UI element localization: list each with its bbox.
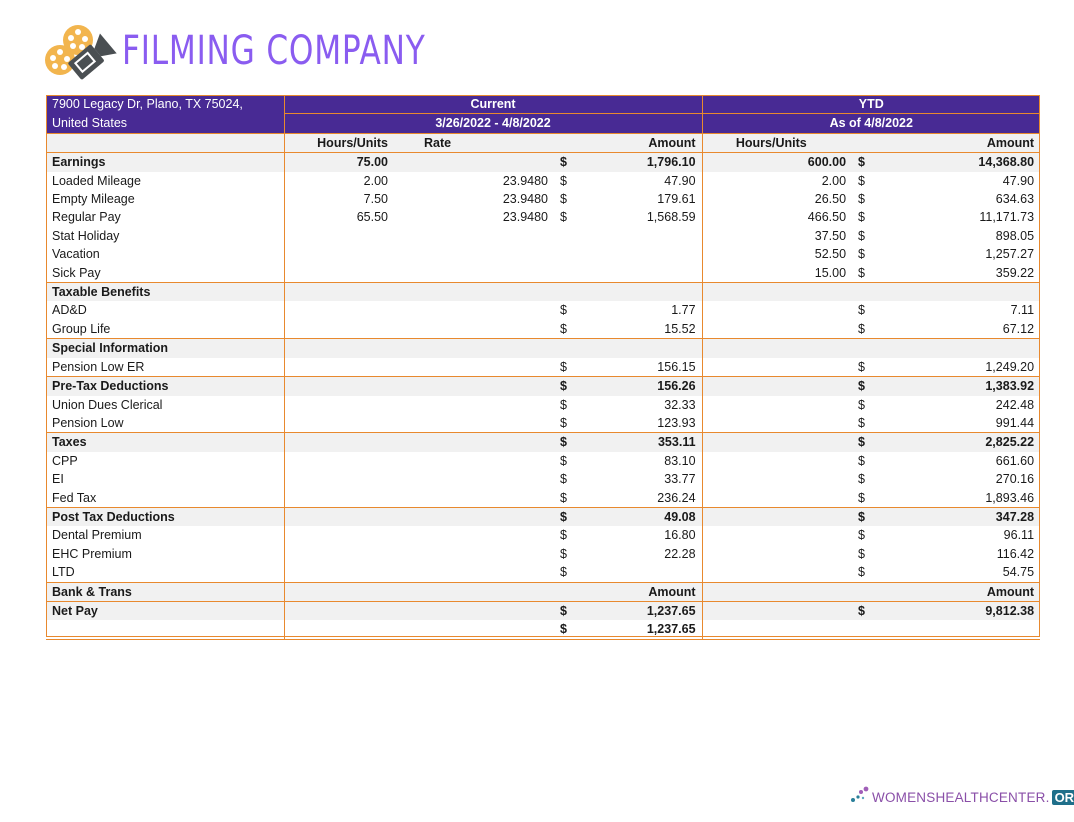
watermark-text: WOMENSHEALTHCENTER. [872, 790, 1050, 805]
deposit-row: $ 1,237.65 [46, 620, 1041, 640]
table-row: Regular Pay 65.50 23.9480 $ 1,568.59 466… [46, 208, 1040, 227]
company-name: FILMING COMPANY [122, 28, 426, 74]
table-row: CPP $ 83.10 $ 661.60 [46, 451, 1040, 471]
section-taxable-benefits: Taxable Benefits [46, 282, 1041, 302]
footer-watermark: WOMENSHEALTHCENTER. ORG [850, 786, 1074, 809]
table-row: EHC Premium $ 22.28 $ 116.42 [46, 544, 1040, 564]
film-camera-icon [42, 20, 120, 82]
col-ytd-amount: Amount [892, 132, 1041, 153]
table-row: Vacation 52.50 $ 1,257.27 [46, 245, 1040, 264]
watermark-org: ORG [1051, 790, 1074, 805]
table-row: AD&D $ 1.77 $ 7.11 [46, 301, 1040, 320]
current-label: Current [283, 95, 703, 114]
current-period: 3/26/2022 - 4/8/2022 [283, 113, 703, 134]
pay-stub-table: 7900 Legacy Dr, Plano, TX 75024, Current… [46, 95, 1041, 640]
table-row: Sick Pay 15.00 $ 359.22 [46, 263, 1040, 283]
section-pre-tax-deductions: Pre-Tax Deductions $ 156.26 $ 1,383.92 [46, 376, 1041, 396]
col-hours: Hours/Units [283, 132, 394, 153]
table-row: EI $ 33.77 $ 270.16 [46, 470, 1040, 489]
table-row: Empty Mileage 7.50 23.9480 $ 179.61 26.5… [46, 190, 1040, 209]
company-logo: FILMING COMPANY [42, 20, 511, 82]
table-row: Stat Holiday 37.50 $ 898.05 [46, 226, 1040, 246]
table-row: LTD $ $ 54.75 [46, 563, 1040, 583]
column-header-row: Hours/Units Rate Amount Hours/Units Amou… [46, 132, 1041, 153]
section-bank-trans: Bank & Trans Amount Amount [46, 581, 1041, 602]
section-net-pay: Net Pay $ 1,237.65 $ 9,812.38 [46, 600, 1041, 621]
col-rate: Rate [394, 132, 554, 153]
table-row: Fed Tax $ 236.24 $ 1,893.46 [46, 488, 1040, 508]
table-row: Group Life $ 15.52 $ 67.12 [46, 319, 1040, 339]
ytd-period: As of 4/8/2022 [701, 113, 1041, 134]
company-address-line1: 7900 Legacy Dr, Plano, TX 75024, [46, 95, 284, 114]
header-row-1: 7900 Legacy Dr, Plano, TX 75024, Current… [46, 95, 1041, 114]
table-row: Union Dues Clerical $ 32.33 $ 242.48 [46, 395, 1040, 414]
section-post-tax-deductions: Post Tax Deductions $ 49.08 $ 347.28 [46, 506, 1041, 527]
table-row: Pension Low ER $ 156.15 $ 1,249.20 [46, 357, 1040, 377]
dots-icon [850, 786, 872, 809]
col-ytd-hours: Hours/Units [701, 132, 853, 153]
section-taxes: Taxes $ 353.11 $ 2,825.22 [46, 432, 1041, 452]
table-row: Dental Premium $ 16.80 $ 96.11 [46, 526, 1040, 545]
header-row-2: United States 3/26/2022 - 4/8/2022 As of… [46, 113, 1041, 134]
section-special-information: Special Information [46, 338, 1041, 358]
company-address-line2: United States [46, 113, 284, 134]
table-row: Pension Low $ 123.93 $ 991.44 [46, 413, 1040, 433]
section-earnings: Earnings 75.00 $ 1,796.10 600.00 $ 14,36… [46, 152, 1041, 172]
ytd-label: YTD [701, 95, 1041, 114]
col-amount: Amount [594, 132, 703, 153]
table-row: Loaded Mileage 2.00 23.9480 $ 47.90 2.00… [46, 171, 1040, 191]
